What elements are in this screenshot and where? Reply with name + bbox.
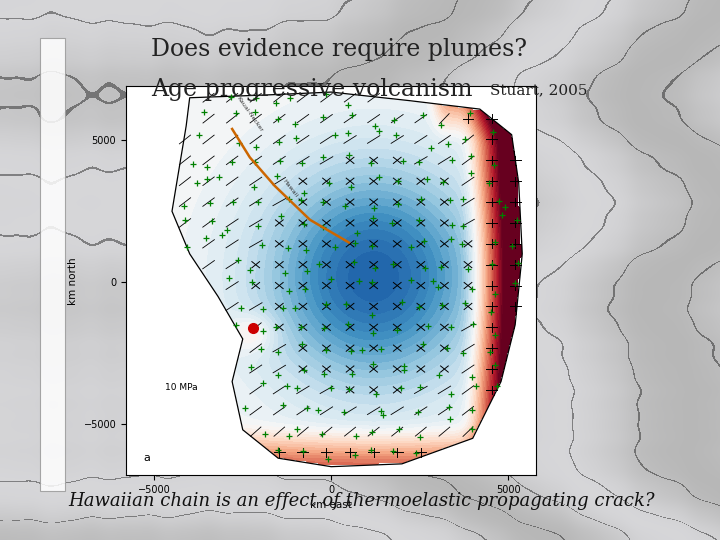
Text: Hawaii: Hawaii (282, 178, 299, 198)
Text: Age progressive volcanism: Age progressive volcanism (151, 78, 473, 102)
Text: Kauai-Necker: Kauai-Necker (235, 96, 264, 133)
Text: Stuart, 2005: Stuart, 2005 (490, 84, 587, 98)
Text: a: a (144, 453, 150, 463)
Text: Hawaiian chain is an effect of thermoelastic propagating crack?: Hawaiian chain is an effect of thermoela… (68, 492, 655, 510)
Text: 10 MPa: 10 MPa (165, 383, 197, 392)
X-axis label: km east: km east (310, 501, 352, 510)
Text: Does evidence require plumes?: Does evidence require plumes? (151, 38, 527, 61)
Y-axis label: km north: km north (68, 257, 78, 305)
